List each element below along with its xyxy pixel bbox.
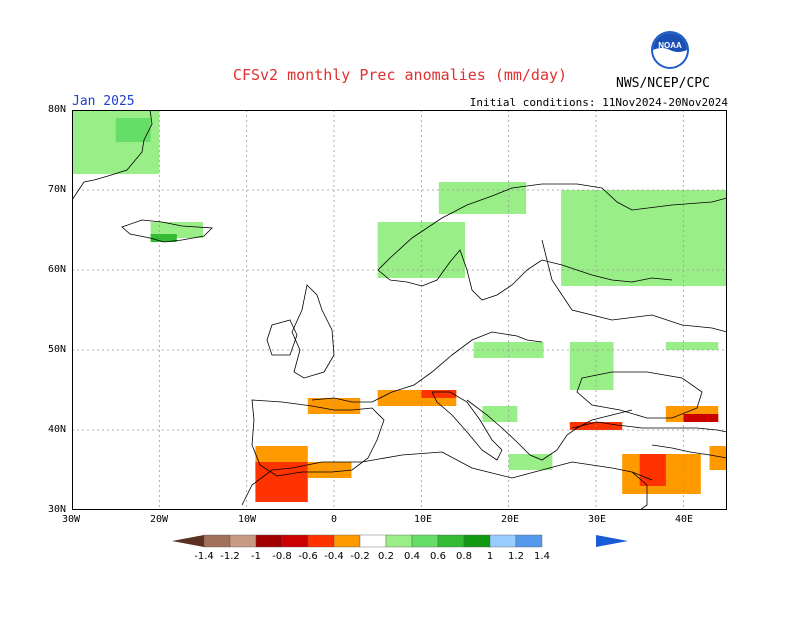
ireland-coast [266, 319, 298, 356]
lon-label-20e: 20E [501, 514, 520, 525]
greenland-coast [72, 110, 153, 201]
scandinavia-coast [377, 183, 727, 271]
colorbar-label: 0.2 [378, 551, 394, 562]
colorbar-label: 1.2 [508, 551, 524, 562]
noaa-logo: NOAA [650, 30, 690, 70]
colorbar-swatches [203, 534, 543, 548]
map-title: CFSv2 monthly Prec anomalies (mm/day) [232, 66, 568, 84]
anomaly-norway-north [438, 182, 527, 214]
iberia-coast [251, 399, 385, 477]
noaa-logo-text: NOAA [658, 41, 682, 50]
colorbar-label: -1 [251, 551, 261, 562]
agency-label: NWS/NCEP/CPC [616, 76, 710, 91]
anomaly-levant-core [639, 454, 666, 486]
lon-label-40e: 40E [675, 514, 694, 525]
colorbar-label: -0.6 [298, 551, 318, 562]
lat-label-60n: 60N [48, 264, 67, 275]
colorbar-label: -0.8 [272, 551, 292, 562]
colorbar-label: 0.8 [456, 551, 472, 562]
lon-label-10e: 10E [414, 514, 433, 525]
colorbar-swatch [489, 534, 517, 548]
colorbar-right-arrow [596, 535, 628, 547]
colorbar-swatch [411, 534, 439, 548]
colorbar-label: -1.4 [194, 551, 214, 562]
colorbar-swatch [437, 534, 465, 548]
lon-label-30e: 30E [588, 514, 607, 525]
balkans-coast [466, 399, 633, 461]
colorbar-label: 1.4 [534, 551, 550, 562]
western-europe-coast [311, 331, 543, 403]
turkey-coast [571, 421, 727, 433]
anomaly-greenland-core [115, 118, 151, 142]
anomaly-ukraine [569, 342, 614, 390]
lat-label-30n: 30N [48, 504, 67, 515]
map-frame [72, 110, 727, 510]
colorbar-label: -1.2 [220, 551, 240, 562]
colorbar-swatch [515, 534, 543, 548]
forecast-month-label: Jan 2025 [72, 94, 135, 109]
anomaly-caucasus-wet [665, 342, 719, 350]
colorbar-label: 0.4 [404, 551, 420, 562]
italy-coast [431, 391, 503, 461]
north-africa-coast [241, 451, 653, 506]
noaa-logo-icon: NOAA [651, 31, 689, 69]
anomaly-iceland-core [150, 234, 177, 242]
anomaly-iran-dry [709, 446, 727, 470]
black-sea-coast [576, 371, 703, 419]
colorbar-label: 1 [487, 551, 493, 562]
precip-anomaly-map [72, 110, 727, 510]
colorbar-label: -0.4 [324, 551, 344, 562]
anomaly-algeria-dry [307, 462, 352, 478]
lat-label-70n: 70N [48, 184, 67, 195]
norway-south-coast [377, 249, 528, 301]
map-background [72, 110, 727, 510]
anomaly-balkans [482, 406, 518, 422]
anomaly-greece [508, 454, 553, 470]
colorbar-label: 0.6 [430, 551, 446, 562]
colorbar: -1.4 -1.2 -1 -0.8 -0.6 -0.4 -0.2 0.2 0.4 0.6 0.8 1 1… [172, 534, 628, 562]
anomaly-alps-core [421, 390, 457, 398]
colorbar-swatch [229, 534, 257, 548]
lat-label-80n: 80N [48, 104, 67, 115]
lon-label-10w: 10W [238, 514, 257, 525]
levant-coast [651, 444, 727, 459]
coastline-layer [72, 110, 727, 510]
lon-label-20w: 20W [150, 514, 169, 525]
colorbar-swatch [255, 534, 283, 548]
anomaly-morocco-dry [255, 462, 308, 502]
colorbar-label: -0.2 [350, 551, 370, 562]
lon-label-0: 0 [331, 514, 338, 525]
colorbar-labels: -1.4 -1.2 -1 -0.8 -0.6 -0.4 -0.2 0.2 0.4 0.6 0.8 1 1… [194, 551, 550, 562]
colorbar-swatch [385, 534, 413, 548]
east-med-coast [631, 471, 648, 510]
lat-label-40n: 40N [48, 424, 67, 435]
colorbar-swatch [203, 534, 231, 548]
colorbar-swatch [333, 534, 361, 548]
russia-borders [541, 239, 727, 333]
lat-label-50n: 50N [48, 344, 67, 355]
initial-conditions-label: Initial conditions: 11Nov2024-20Nov2024 [469, 96, 728, 109]
anomaly-caucasus-core [683, 414, 719, 422]
graticule-layer [72, 110, 727, 510]
lon-label-30w: 30W [62, 514, 81, 525]
iceland-coast [121, 219, 213, 243]
colorbar-swatch [463, 534, 491, 548]
colorbar-swatch [359, 534, 387, 548]
colorbar-swatch [281, 534, 309, 548]
anomaly-russia-northwest [622, 206, 727, 246]
baltic-coast [526, 259, 673, 283]
colorbar-swatch [307, 534, 335, 548]
colorbar-left-arrow [172, 535, 204, 547]
